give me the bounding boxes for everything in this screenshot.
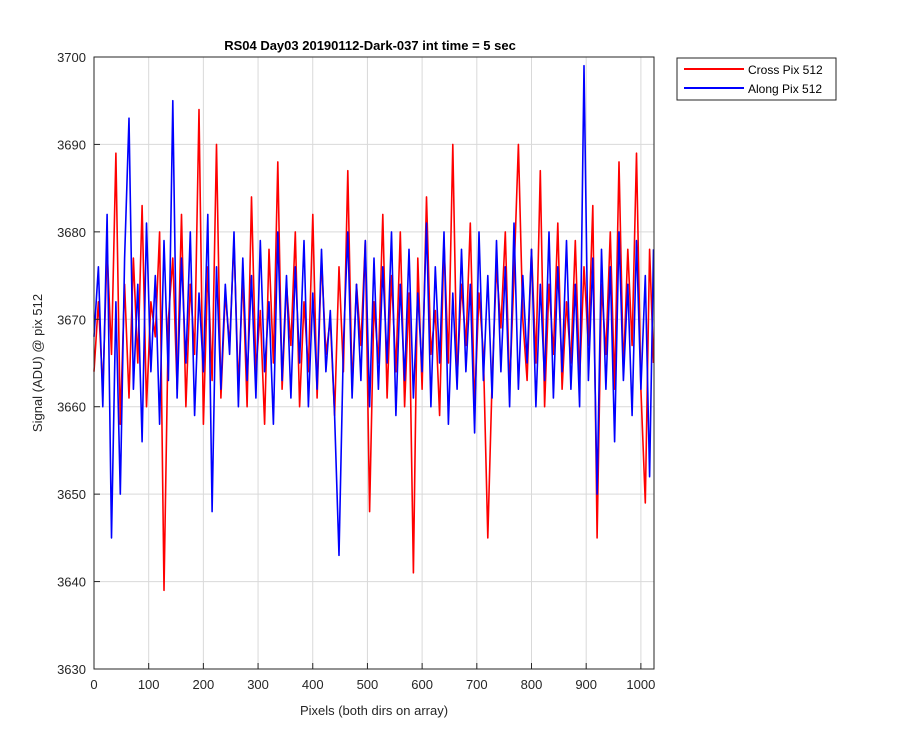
chart-title: RS04 Day03 20190112-Dark-037 int time = … [224,38,516,53]
x-tick-label: 300 [247,677,269,692]
y-tick-label: 3680 [57,225,86,240]
series-layer [93,64,655,592]
y-tick-label: 3660 [57,400,86,415]
y-tick-label: 3670 [57,312,86,327]
x-tick-label: 500 [357,677,379,692]
y-tick-label: 3640 [57,575,86,590]
y-tick-label: 3700 [57,50,86,65]
legend-label-along: Along Pix 512 [748,82,822,96]
series-line-along-pix [93,64,655,557]
x-tick-label: 200 [193,677,215,692]
legend: Cross Pix 512 Along Pix 512 [676,57,837,101]
x-tick-label: 600 [411,677,433,692]
x-tick-label: 800 [521,677,543,692]
x-tick-label: 700 [466,677,488,692]
legend-box [676,57,837,101]
x-tick-label: 100 [138,677,160,692]
x-tick-label: 400 [302,677,324,692]
x-tick-label: 0 [90,677,97,692]
x-tick-label: 1000 [626,677,655,692]
axis-ticks: 0 100 200 300 400 500 600 700 800 900 1000 3630 3640… [57,50,655,692]
x-tick-label: 900 [575,677,597,692]
axes-frame [93,56,655,670]
y-axis-label: Signal (ADU) @ pix 512 [30,294,45,432]
y-tick-label: 3630 [57,662,86,677]
legend-label-cross: Cross Pix 512 [748,63,823,77]
y-tick-label: 3650 [57,487,86,502]
y-tick-label: 3690 [57,137,86,152]
x-axis-label: Pixels (both dirs on array) [300,703,448,718]
